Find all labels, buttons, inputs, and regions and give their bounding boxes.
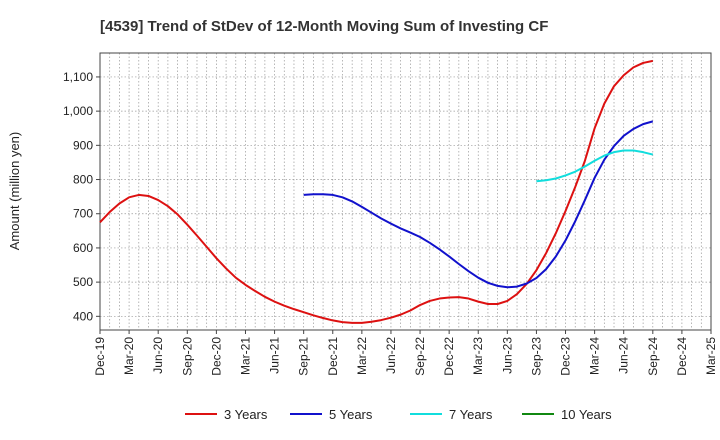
x-tick-label: Jun-23	[500, 337, 514, 374]
x-tick-label: Mar-20	[122, 337, 136, 375]
y-tick-label: 400	[73, 309, 93, 323]
y-axis-label: Amount (million yen)	[7, 132, 22, 251]
y-tick-label: 900	[73, 138, 93, 152]
series-line	[99, 59, 654, 324]
x-tick-label: Mar-22	[355, 337, 369, 375]
legend-label: 3 Years	[224, 407, 268, 422]
legend: 3 Years 5 Years 7 Years 10 Years	[185, 407, 612, 422]
y-tick-label: 1,100	[63, 70, 93, 84]
y-tick-label: 1,000	[63, 104, 93, 118]
x-tick-label: Sep-21	[297, 337, 311, 376]
y-tick-label: 600	[73, 241, 93, 255]
plot-frame	[99, 52, 712, 331]
x-tick-label: Dec-23	[559, 337, 573, 376]
y-axis: 400 500 600 700 800 900 1,000 1,100	[63, 70, 100, 323]
x-tick-label: Sep-24	[646, 337, 660, 376]
x-tick-label: Dec-21	[326, 337, 340, 376]
y-tick-label: 800	[73, 173, 93, 187]
grid	[100, 53, 711, 330]
legend-label: 5 Years	[329, 407, 373, 422]
x-tick-label: Sep-22	[413, 337, 427, 376]
y-tick-label: 500	[73, 275, 93, 289]
series-line	[303, 120, 654, 289]
series-line	[536, 149, 654, 183]
x-tick-label: Mar-25	[704, 337, 718, 375]
series-lines	[99, 59, 654, 324]
legend-label: 7 Years	[449, 407, 493, 422]
x-tick-label: Jun-20	[151, 337, 165, 374]
x-tick-label: Dec-24	[675, 337, 689, 376]
chart-title: [4539] Trend of StDev of 12-Month Moving…	[100, 18, 548, 35]
x-tick-label: Sep-23	[529, 337, 543, 376]
x-tick-label: Jun-21	[268, 337, 282, 374]
x-tick-label: Mar-21	[238, 337, 252, 375]
x-tick-label: Dec-20	[209, 337, 223, 376]
x-tick-label: Jun-22	[384, 337, 398, 374]
legend-label: 10 Years	[561, 407, 612, 422]
y-tick-label: 700	[73, 207, 93, 221]
x-tick-label: Dec-22	[442, 337, 456, 376]
x-tick-label: Dec-19	[93, 337, 107, 376]
x-tick-label: Sep-20	[180, 337, 194, 376]
x-tick-label: Jun-24	[617, 337, 631, 374]
x-tick-label: Mar-23	[471, 337, 485, 375]
x-axis: Dec-19 Mar-20 Jun-20 Sep-20 Dec-20 Mar-21 Jun-…	[93, 330, 718, 376]
x-tick-label: Mar-24	[588, 337, 602, 375]
